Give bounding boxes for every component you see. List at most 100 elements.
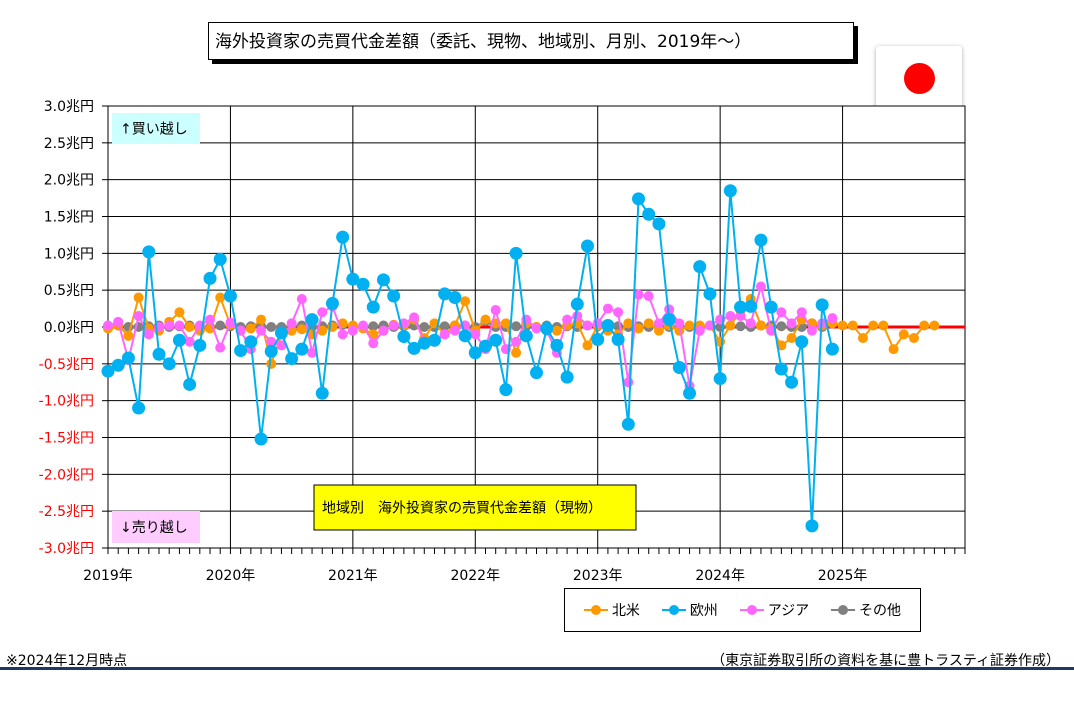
point-north-america xyxy=(582,340,593,351)
point-asia xyxy=(786,318,797,329)
point-europe xyxy=(121,351,135,365)
flag-circle xyxy=(904,63,935,94)
point-north-america xyxy=(684,320,695,331)
point-north-america xyxy=(245,323,256,334)
point-asia xyxy=(745,318,756,329)
legend-label-asia: アジア xyxy=(767,603,810,619)
x-tick-label: 2022年 xyxy=(450,568,500,584)
y-tick-label: 1.0兆円 xyxy=(44,246,94,262)
point-asia xyxy=(623,377,634,388)
legend-label-north-america: 北米 xyxy=(611,603,640,619)
point-north-america xyxy=(480,314,491,325)
japan-flag-icon xyxy=(876,46,962,110)
point-europe xyxy=(519,329,533,343)
point-north-america xyxy=(317,325,328,336)
point-asia xyxy=(735,310,746,321)
point-europe xyxy=(376,273,390,287)
legend-item-europe: 欧州 xyxy=(661,600,718,620)
point-europe xyxy=(581,239,595,253)
point-asia xyxy=(358,320,369,331)
point-europe xyxy=(315,386,329,400)
point-europe xyxy=(489,333,503,347)
point-other xyxy=(735,321,746,332)
point-asia xyxy=(490,305,501,316)
point-asia xyxy=(388,320,399,331)
point-europe xyxy=(621,417,635,431)
as-of-note: ※2024年12月時点 xyxy=(6,653,128,669)
point-asia xyxy=(643,291,654,302)
point-europe xyxy=(499,383,513,397)
point-europe xyxy=(356,277,370,291)
x-tick-label: 2019年 xyxy=(83,568,133,584)
point-asia xyxy=(409,312,420,323)
point-asia xyxy=(184,336,195,347)
point-europe xyxy=(764,300,778,314)
point-other xyxy=(439,321,450,332)
y-tick-label: -0.5兆円 xyxy=(39,357,94,373)
point-europe xyxy=(417,336,431,350)
point-europe xyxy=(274,326,288,340)
point-europe xyxy=(683,386,697,400)
y-tick-label: 0.0兆円 xyxy=(44,320,94,336)
y-tick-label: 3.0兆円 xyxy=(44,99,94,115)
legend-swatch-other xyxy=(831,604,856,616)
point-europe xyxy=(285,352,299,366)
y-tick-label: -2.0兆円 xyxy=(39,467,94,483)
point-north-america xyxy=(296,324,307,335)
chart-title: 海外投資家の売買代金差額（委託、現物、地域別、月別、2019年～） xyxy=(208,22,854,60)
point-europe xyxy=(774,362,788,376)
point-europe xyxy=(713,372,727,386)
point-north-america xyxy=(653,325,664,336)
point-europe xyxy=(203,271,217,285)
bottom-rule xyxy=(0,667,1074,670)
point-europe xyxy=(570,297,584,311)
point-europe xyxy=(111,358,125,372)
point-asia xyxy=(664,304,675,315)
buy-note: ↑買い越し xyxy=(120,122,188,138)
point-north-america xyxy=(847,320,858,331)
point-north-america xyxy=(460,296,471,307)
point-europe xyxy=(642,207,656,221)
point-asia xyxy=(133,310,144,321)
point-europe xyxy=(795,335,809,349)
point-europe xyxy=(672,361,686,375)
chart-label-box xyxy=(313,484,637,531)
point-asia xyxy=(531,323,542,334)
point-asia xyxy=(521,314,532,325)
point-europe xyxy=(448,291,462,305)
point-north-america xyxy=(643,318,654,329)
point-other xyxy=(776,321,787,332)
point-asia xyxy=(337,329,348,340)
point-other xyxy=(511,321,522,332)
point-asia xyxy=(806,325,817,336)
point-europe xyxy=(509,246,523,260)
point-europe xyxy=(254,432,268,446)
point-europe xyxy=(591,333,605,347)
point-north-america xyxy=(919,320,930,331)
point-north-america xyxy=(266,358,277,369)
point-asia xyxy=(307,347,318,358)
point-europe xyxy=(387,289,401,303)
point-europe xyxy=(530,366,543,380)
chart-label: 地域別 海外投資家の売買代金差額（現物） xyxy=(322,500,602,517)
point-north-america xyxy=(500,318,511,329)
point-asia xyxy=(562,314,573,325)
x-tick-label: 2021年 xyxy=(328,568,378,584)
point-north-america xyxy=(888,344,899,355)
point-europe xyxy=(805,519,819,533)
point-asia xyxy=(613,307,624,318)
legend-item-asia: アジア xyxy=(739,600,810,620)
point-asia xyxy=(286,318,297,329)
point-asia xyxy=(378,325,389,336)
point-asia xyxy=(755,281,766,292)
point-europe xyxy=(325,296,339,310)
point-north-america xyxy=(623,318,634,329)
y-tick-label: 2.5兆円 xyxy=(44,136,94,152)
point-asia xyxy=(796,307,807,318)
point-north-america xyxy=(174,307,185,318)
point-europe xyxy=(223,289,237,303)
y-tick-label: 0.5兆円 xyxy=(44,283,94,299)
point-europe xyxy=(346,272,360,286)
point-asia xyxy=(368,338,379,349)
